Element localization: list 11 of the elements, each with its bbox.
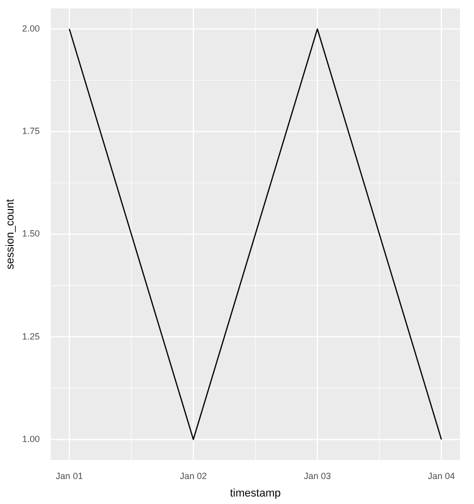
x-tick-label: Jan 03: [304, 470, 331, 481]
y-tick-label: 1.75: [22, 126, 40, 136]
x-tick-label: Jan 02: [180, 470, 207, 481]
y-tick-label: 1.00: [22, 434, 40, 444]
x-axis-title: timestamp: [230, 487, 281, 500]
y-tick-label: 2.00: [22, 23, 40, 34]
y-axis-title: session_count: [4, 199, 17, 270]
x-tick-label: Jan 01: [56, 470, 83, 481]
y-tick-label: 1.50: [22, 228, 40, 239]
y-tick-label: 1.25: [22, 331, 40, 342]
x-tick-label: Jan 04: [428, 470, 455, 481]
